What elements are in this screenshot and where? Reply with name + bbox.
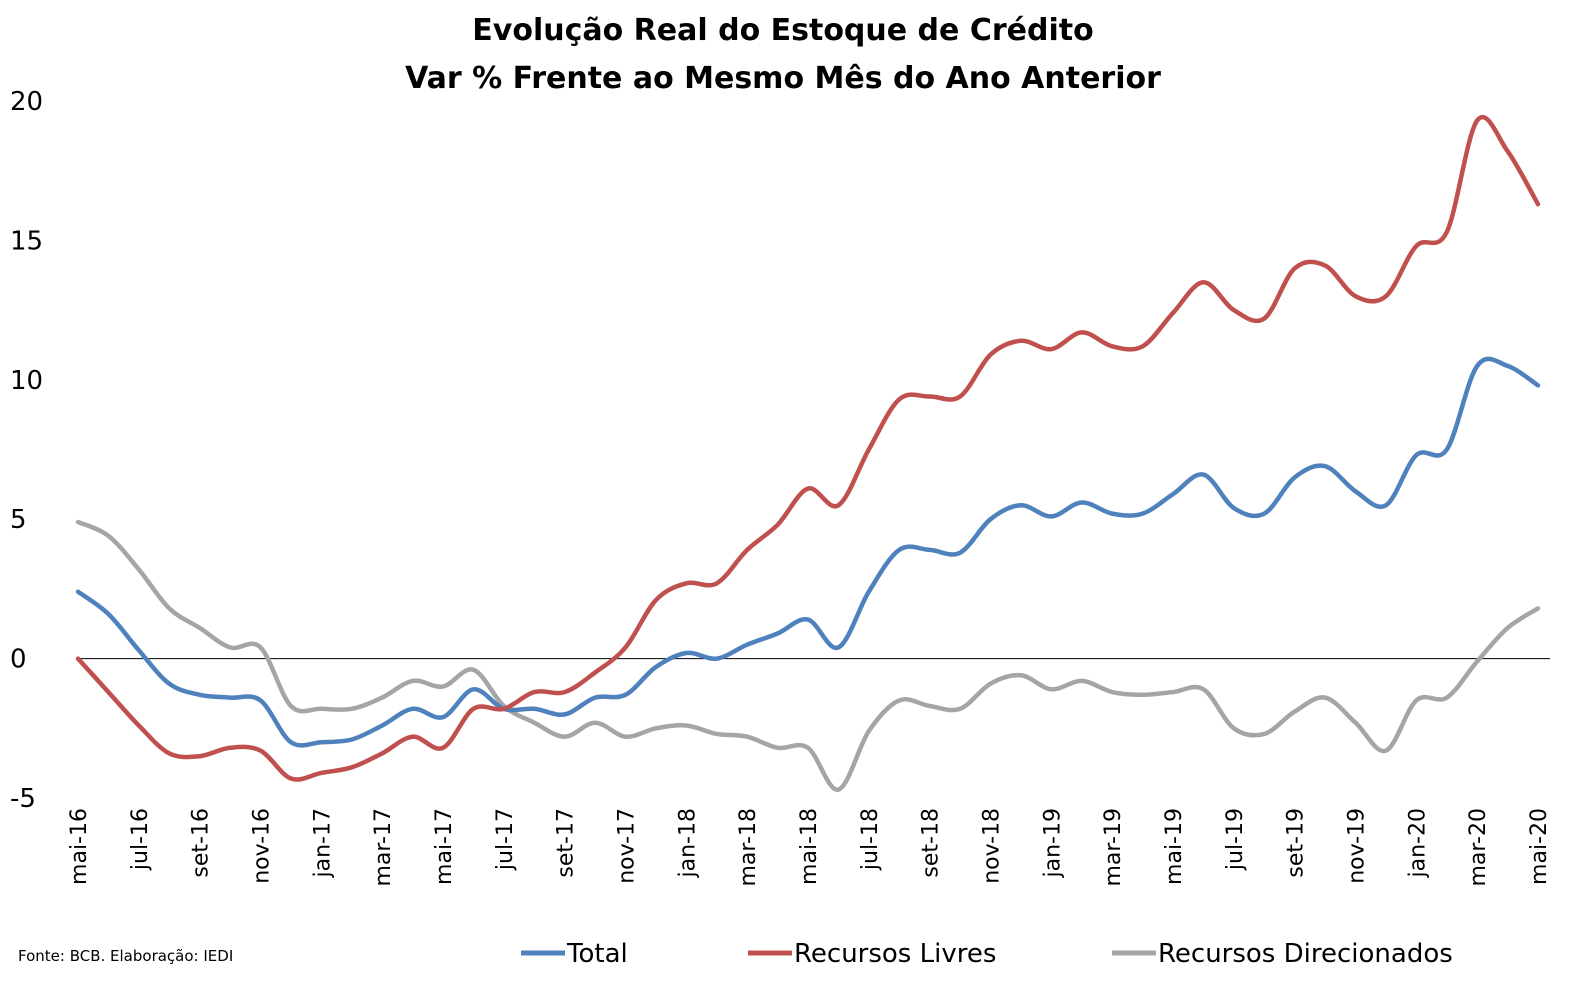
x-tick-label: mai-17 [432,808,457,885]
source-note: Fonte: BCB. Elaboração: IEDI [18,947,233,965]
series-line-total [75,356,1541,748]
x-tick-label: mar-18 [736,808,761,886]
x-tick-label: set-16 [189,808,214,878]
series-lines [75,115,1541,792]
x-tick-label: mai-19 [1162,808,1187,885]
chart-title-line-2: Var % Frente ao Mesmo Mês do Ano Anterio… [405,61,1161,96]
x-tick-label: jan-18 [675,808,700,878]
x-tick-label: mai-16 [67,808,92,885]
chart-title-line-1: Evolução Real do Estoque de Crédito [472,13,1093,48]
legend-label-total: Total [566,939,628,969]
x-tick-label: jul-16 [128,808,153,871]
x-tick-label: mar-17 [371,808,396,886]
x-tick-label: jan-17 [310,808,335,878]
x-tick-label: set-19 [1284,808,1309,878]
x-tick-label: nov-17 [615,808,640,884]
x-tick-label: mar-19 [1101,808,1126,886]
x-tick-label: nov-18 [980,808,1005,884]
y-tick-label: 5 [10,505,27,535]
x-tick-label: set-17 [554,808,579,878]
x-tick-label: nov-19 [1345,808,1370,884]
x-axis-ticks: mai-16 jul-16 set-16 nov-16 jan-17 mar-17 mai-… [67,808,1552,886]
x-tick-label: jan-20 [1405,808,1430,878]
x-tick-label: jul-19 [1223,808,1248,871]
series-line-recursos-livres [75,115,1541,782]
x-tick-label: mai-20 [1527,808,1552,885]
y-tick-label: 0 [10,645,27,675]
legend: Total Recursos Livres Recursos Direcionado… [521,939,1453,969]
y-tick-label: -5 [10,784,36,814]
legend-label-recursos-direcionados: Recursos Direcionados [1158,939,1453,969]
x-tick-label: jul-17 [493,808,518,871]
x-tick-label: mar-20 [1466,808,1491,886]
y-axis-ticks: -5 0 5 10 15 20 [10,87,43,814]
x-tick-label: nov-16 [250,808,275,884]
y-tick-label: 20 [10,87,43,117]
y-tick-label: 10 [10,366,43,396]
x-tick-label: jul-18 [858,808,883,871]
legend-label-recursos-livres: Recursos Livres [794,939,996,969]
series-line-recursos-direcionados [75,519,1541,792]
x-tick-label: set-18 [919,808,944,878]
x-tick-label: jan-19 [1040,808,1065,878]
x-tick-label: mai-18 [797,808,822,885]
y-tick-label: 15 [10,226,43,256]
